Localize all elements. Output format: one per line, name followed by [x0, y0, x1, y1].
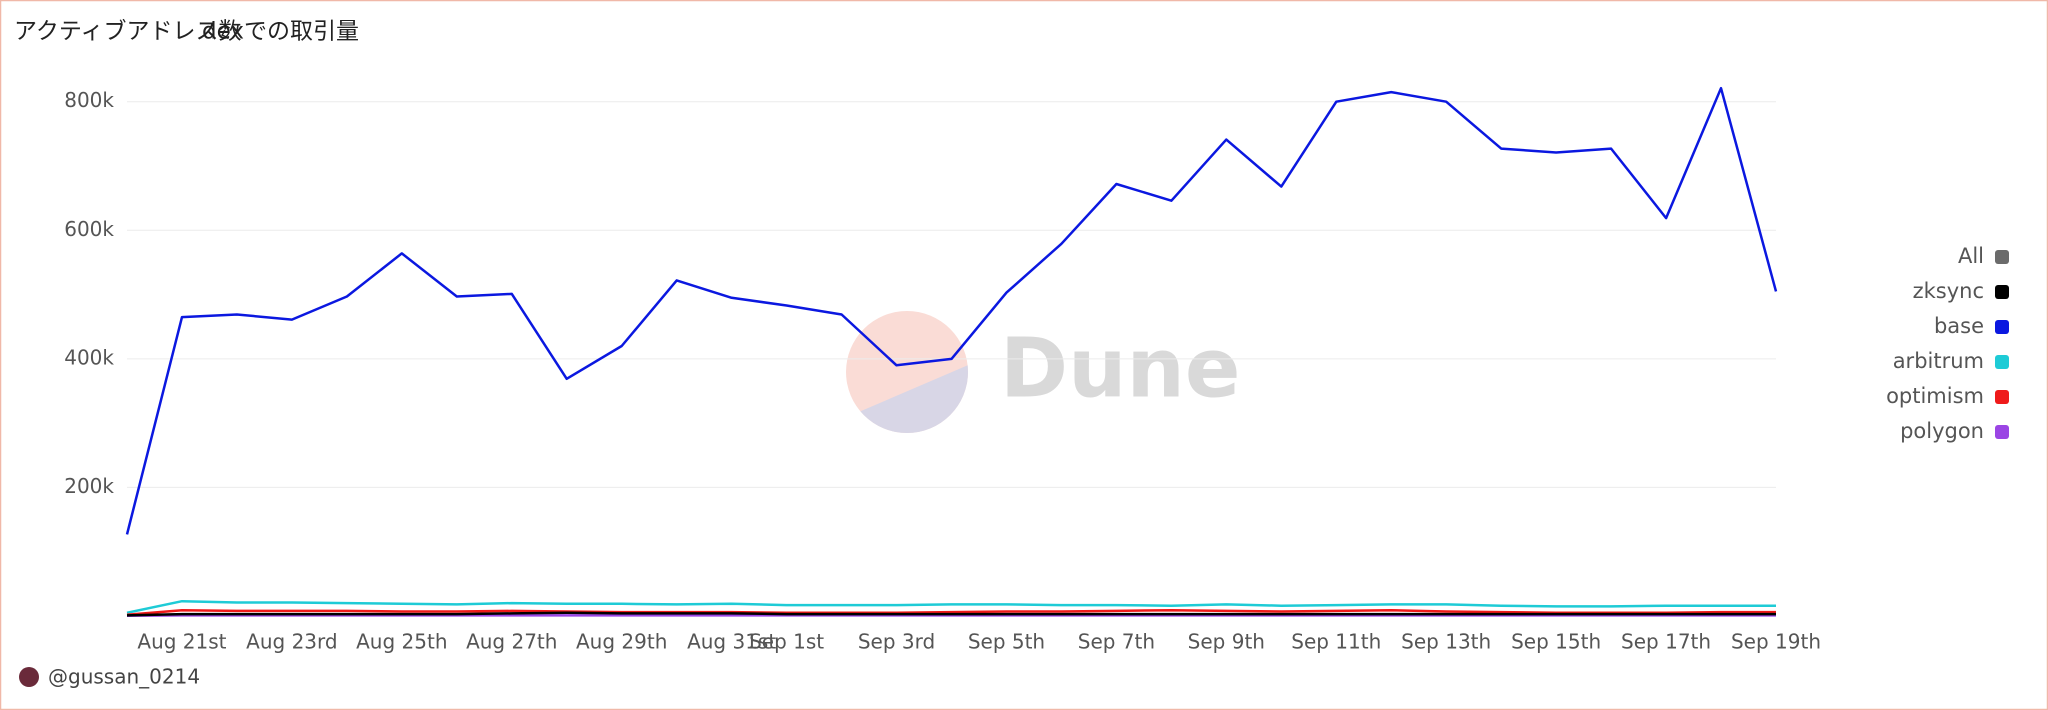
legend-swatch: [1995, 285, 2009, 299]
legend-swatch: [1995, 355, 2009, 369]
series-line: [126, 611, 1776, 617]
legend-label: optimism: [1886, 384, 1984, 408]
x-tick-label: Sep 1st: [749, 630, 824, 654]
x-tick-label: Aug 31st: [687, 630, 776, 654]
x-tick-label: Sep 11th: [1291, 630, 1381, 654]
x-tick-label: Sep 17th: [1621, 630, 1711, 654]
tab[interactable]: アクティブアドレス数: [14, 19, 241, 45]
legend-label: All: [1958, 244, 1984, 268]
legend-swatch: [1995, 320, 2009, 334]
footer: @gussan_0214: [48, 665, 200, 689]
tab[interactable]: dexでの取引量: [202, 19, 359, 45]
y-tick-label: 600k: [64, 217, 114, 241]
x-tick-label: Sep 3rd: [858, 630, 935, 654]
legend-swatch: [1995, 250, 2009, 264]
x-tick-label: Sep 13th: [1401, 630, 1491, 654]
watermark-text: Dune: [1000, 321, 1240, 416]
x-tick-label: Aug 29th: [576, 630, 667, 654]
x-tick-label: Sep 7th: [1078, 630, 1155, 654]
x-tick-label: Sep 15th: [1511, 630, 1601, 654]
x-tick-label: Sep 5th: [968, 630, 1045, 654]
x-tick-label: Aug 23rd: [246, 630, 337, 654]
avatar: [19, 667, 39, 687]
x-tick-label: Sep 19th: [1731, 630, 1821, 654]
series-line: [126, 599, 1776, 615]
series-line: [125, 86, 1778, 535]
legend-label: zksync: [1913, 279, 1984, 303]
legend-label: arbitrum: [1893, 349, 1984, 373]
y-tick-label: 800k: [64, 88, 114, 112]
watermark: Dune: [846, 311, 1240, 433]
legend-swatch: [1995, 390, 2009, 404]
legend-label: base: [1934, 314, 1984, 338]
series-line: [126, 608, 1776, 616]
legend-swatch: [1995, 425, 2009, 439]
x-tick-label: Sep 9th: [1188, 630, 1265, 654]
y-tick-label: 200k: [64, 474, 114, 498]
x-tick-label: Aug 25th: [356, 630, 447, 654]
x-tick-label: Aug 27th: [466, 630, 557, 654]
x-tick-label: Aug 21st: [137, 630, 226, 654]
legend-label: polygon: [1900, 419, 1984, 443]
y-tick-label: 400k: [64, 345, 114, 369]
